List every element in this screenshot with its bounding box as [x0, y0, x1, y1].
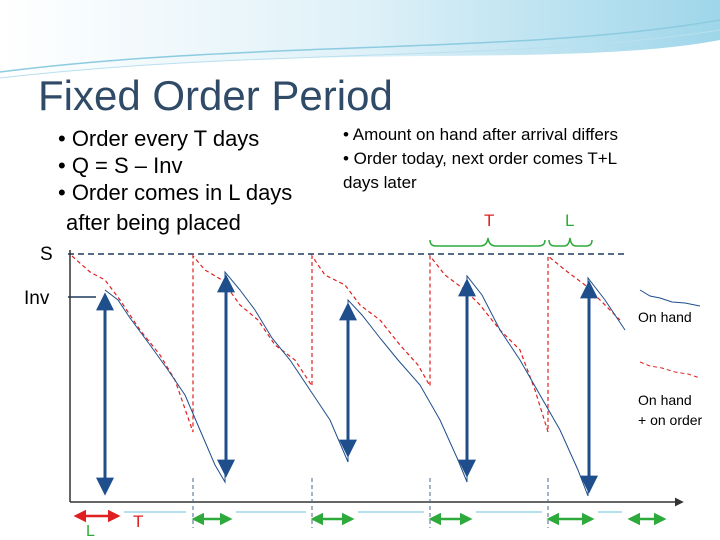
order-markers — [192, 478, 549, 528]
legend-label: On hand — [638, 309, 692, 325]
on-hand-curve — [104, 270, 626, 497]
title: Fixed Order Period — [38, 72, 393, 119]
inv-label: Inv — [24, 288, 50, 309]
bullet: • Amount on hand after arrival differs — [343, 125, 618, 144]
bottom-t-label: T — [133, 512, 143, 531]
header-waves — [0, 0, 720, 80]
bottom-l-label: L — [86, 523, 95, 540]
legend-label: On hand — [638, 392, 692, 408]
l-label: L — [565, 211, 574, 230]
bullet: • Q = S – Inv — [58, 153, 182, 178]
period-arrows — [73, 509, 667, 526]
bullet: after being placed — [66, 210, 241, 235]
bullet: • Order today, next order comes T+L — [343, 149, 617, 168]
legend-label: + on order — [638, 412, 703, 428]
right-bullets: • Amount on hand after arrival differs •… — [343, 125, 618, 192]
t-bracket — [429, 237, 546, 247]
bullet: • Order every T days — [58, 126, 259, 151]
bullet: days later — [343, 173, 417, 192]
bullet: • Order comes in L days — [58, 180, 292, 205]
order-arrows — [96, 274, 598, 496]
on-hand-plus-order-curve — [71, 254, 621, 433]
l-bracket — [548, 237, 593, 247]
t-label: T — [484, 211, 494, 230]
s-label: S — [40, 244, 53, 265]
left-bullets: • Order every T days • Q = S – Inv • Ord… — [58, 126, 292, 235]
legend: On hand On hand + on order — [638, 289, 703, 428]
